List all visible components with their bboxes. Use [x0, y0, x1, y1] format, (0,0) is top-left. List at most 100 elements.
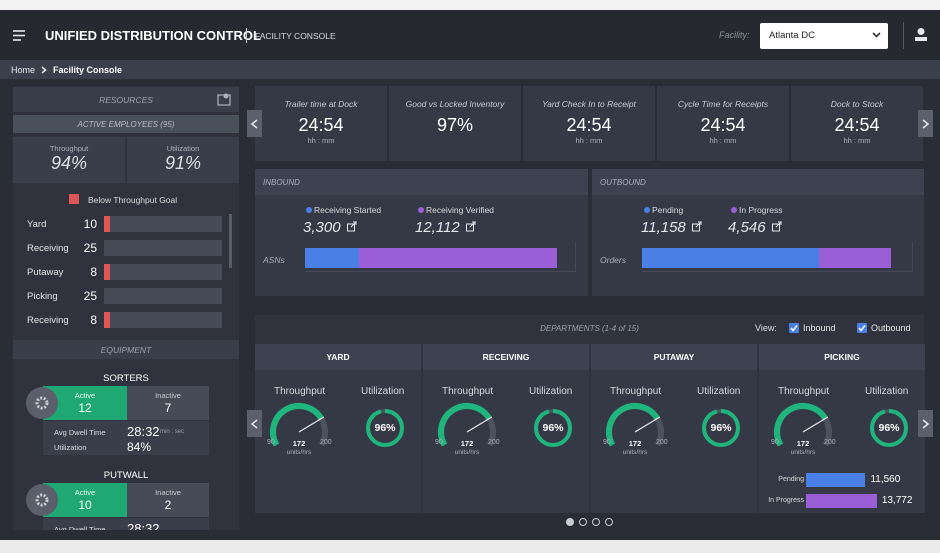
gauge-fill [270, 403, 324, 447]
breadcrumb-chevron [41, 66, 47, 74]
department-title: YARD [326, 352, 350, 362]
gauge-min: 90 [603, 439, 611, 446]
utilization-donut [702, 409, 740, 447]
nav-arrow[interactable] [247, 410, 262, 437]
dwell-label: Avg Dwell Time [54, 525, 106, 534]
flow-bar-segment [305, 248, 359, 268]
throughput-label: Throughput [442, 386, 494, 397]
kpi-value: 24:54 [298, 115, 344, 135]
donut-fill [702, 409, 740, 447]
legend-dot [731, 207, 737, 213]
map-icon[interactable] [217, 92, 231, 106]
section-title: EQUIPMENT [100, 345, 152, 355]
row-label: Picking [27, 291, 58, 302]
view-label: View: [755, 323, 777, 333]
row-label: Yard [27, 219, 47, 230]
kpi-title: Good vs Locked Inventory [405, 99, 505, 109]
row-label: Receiving [27, 315, 69, 326]
queue-value: 13,772 [881, 495, 913, 506]
checkmark [858, 325, 866, 332]
select-chevron [872, 32, 881, 38]
throughput-gauge [774, 403, 832, 447]
gauge-fill [774, 403, 828, 447]
throughput-label: Throughput [274, 386, 326, 397]
header-divider [903, 22, 904, 49]
kpi-unit: hh : mm [575, 136, 603, 145]
row-value: 25 [83, 289, 97, 303]
gear-badge [26, 484, 58, 516]
gauge-fill [606, 403, 660, 447]
throughput-gauge [270, 403, 328, 447]
kpi-value: 24:54 [566, 115, 612, 135]
throughput-gauge [606, 403, 664, 447]
flow-axis-label: ASNs [263, 255, 285, 265]
department-card [423, 344, 589, 513]
stat-box [127, 137, 239, 183]
chevron [922, 419, 930, 429]
gauge-value: 172 [460, 439, 474, 448]
user-icon[interactable] [914, 27, 928, 43]
subsection-title: ACTIVE EMPLOYEES (95) [77, 120, 175, 129]
section-header [13, 340, 239, 359]
flow-value: 12,112 [415, 219, 460, 236]
open-link-icon[interactable] [772, 221, 783, 232]
flow-bar-segment [819, 248, 892, 268]
gauge-needle [634, 416, 661, 433]
row-label: Putaway [27, 267, 64, 278]
dwell-label: Avg Dwell Time [54, 428, 106, 437]
below-goal-marker [104, 312, 110, 328]
kpi-card [255, 86, 387, 161]
open-link-icon[interactable] [466, 221, 477, 232]
department-header [255, 344, 421, 370]
kpi-unit: hh : mm [843, 136, 871, 145]
chevron [250, 119, 258, 129]
departments-title: DEPARTMENTS (1-4 of 15) [540, 324, 639, 333]
gear-badge [26, 387, 58, 419]
utilization-label: Utilization [697, 386, 741, 397]
nav-arrow[interactable] [918, 410, 933, 437]
page-dot[interactable] [592, 518, 600, 526]
legend-label: Receiving Started [314, 205, 382, 215]
gauge-value: 172 [292, 439, 306, 448]
queue-label: Pending [778, 476, 804, 483]
check [858, 325, 866, 332]
legend-label: Below Throughput Goal [88, 195, 178, 205]
title-separator [246, 28, 247, 43]
row-bar [104, 240, 222, 256]
page-dot[interactable] [579, 518, 587, 526]
legend-label: In Progress [739, 205, 783, 215]
app-title: UNIFIED DISTRIBUTION CONTROL [45, 28, 261, 43]
gauge-min: 90 [435, 439, 443, 446]
utilization-label: Utilization [529, 386, 573, 397]
page-dot[interactable] [605, 518, 613, 526]
utilization-donut [870, 409, 908, 447]
arrow-chevron [250, 419, 258, 429]
flow-bar-segment [642, 248, 820, 268]
section-title: RESOURCES [99, 95, 153, 105]
facility-select[interactable] [760, 23, 888, 49]
page-dot[interactable] [566, 518, 574, 526]
breadcrumb-link[interactable]: Home [11, 65, 36, 75]
row-bar [104, 264, 222, 280]
kpi-value: 97% [436, 115, 474, 135]
icon-arrow [350, 221, 358, 228]
row-bar [104, 216, 222, 232]
filter-checkbox[interactable] [789, 323, 799, 333]
app-subtitle: FACILITY CONSOLE [255, 31, 336, 41]
department-header [591, 344, 757, 370]
gauge-needle [466, 416, 493, 433]
gauge-unit: units/hrs [454, 449, 480, 456]
flow-axis-label: Orders [600, 255, 626, 265]
stat-value: 91% [164, 153, 202, 173]
open-link-icon[interactable] [347, 221, 358, 232]
nav-arrow[interactable] [918, 110, 933, 137]
filter-checkbox[interactable] [857, 323, 867, 333]
gauge-needle [802, 416, 829, 433]
menu-icon[interactable] [13, 30, 26, 41]
nav-arrow[interactable] [247, 110, 262, 137]
row-value: 8 [90, 313, 97, 327]
donut-label: 96% [710, 422, 732, 434]
open-link-icon[interactable] [692, 221, 703, 232]
icon-arrow [775, 221, 783, 228]
